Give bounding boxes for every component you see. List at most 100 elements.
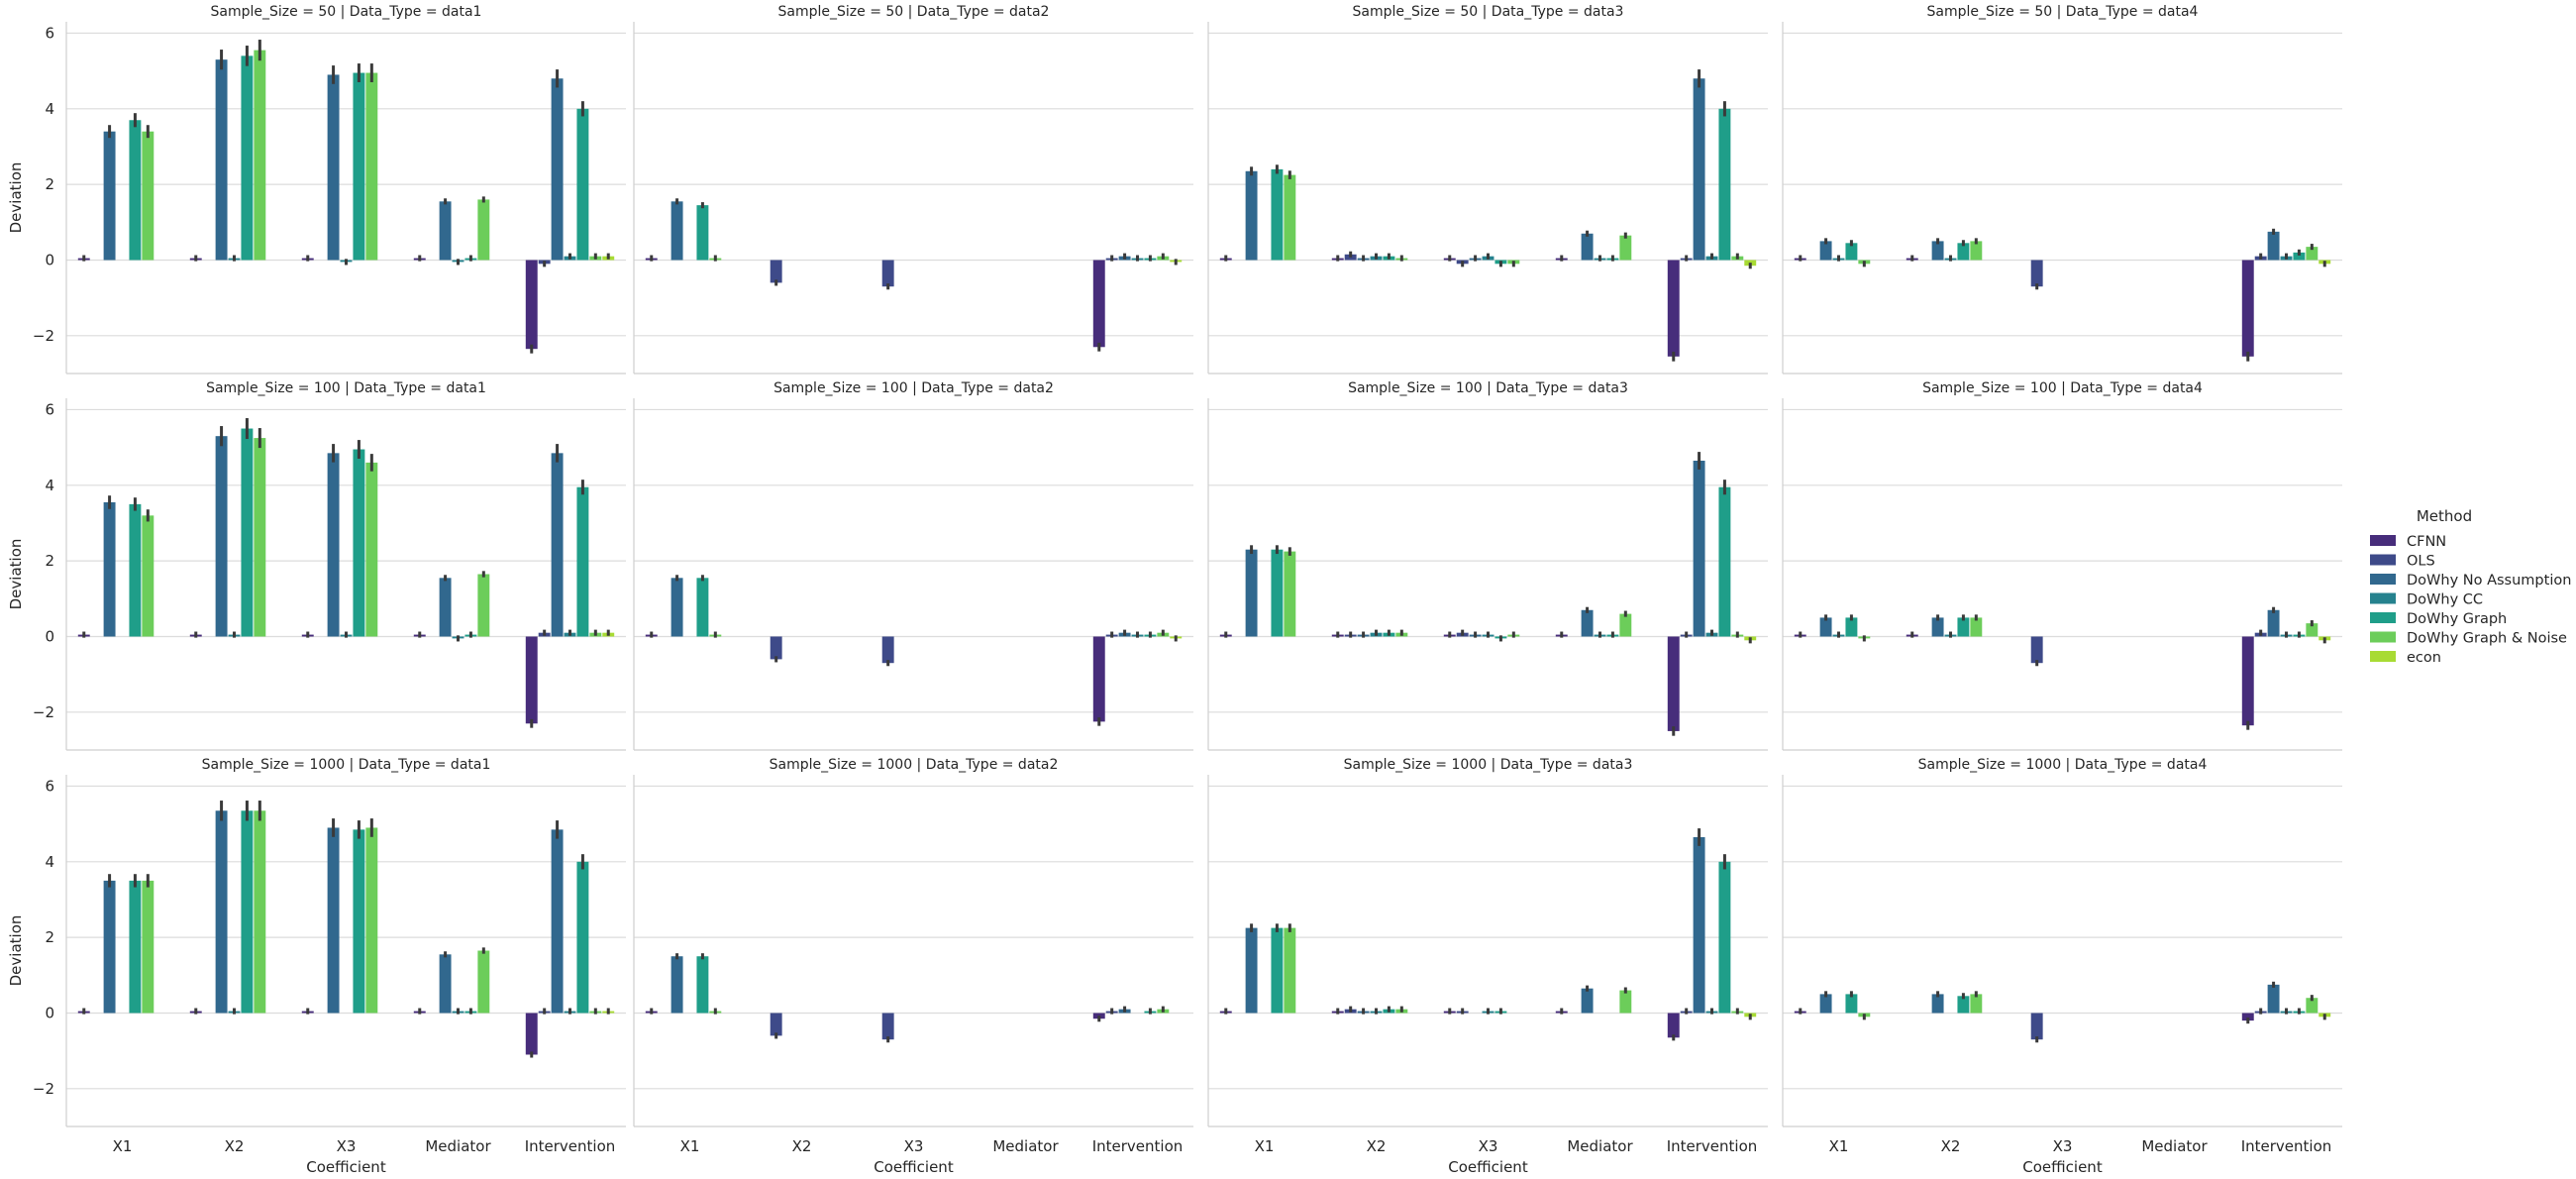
- x-tick-label: X2: [792, 1137, 812, 1155]
- bar-dowhy-no-assumption: [1931, 617, 1944, 637]
- panel-5: Sample_Size = 100 | Data_Type = data1 −2 0…: [7, 380, 626, 751]
- bar-cfnn: [1092, 260, 1105, 348]
- panel-7: Sample_Size = 100 | Data_Type = data3: [1207, 380, 1768, 751]
- bar-dowhy-no-assumption: [670, 201, 683, 261]
- panel-title: Sample_Size = 1000 | Data_Type = data4: [1918, 757, 2208, 773]
- bar-dowhy-graph-noise: [1619, 990, 1632, 1014]
- legend-swatch: [2370, 592, 2396, 604]
- bar-dowhy-no-assumption: [215, 436, 228, 637]
- bar-dowhy-no-assumption: [439, 578, 452, 637]
- bar-dowhy-graph: [1271, 168, 1284, 261]
- x-tick-label: X1: [1829, 1137, 1849, 1155]
- bar-dowhy-no-assumption: [1931, 994, 1944, 1014]
- y-tick-label: 2: [45, 928, 54, 946]
- x-tick-label: X2: [225, 1137, 245, 1155]
- bar-ols: [881, 636, 894, 664]
- bar-dowhy-graph: [129, 120, 142, 261]
- bar-cfnn: [2241, 636, 2254, 726]
- bar-dowhy-no-assumption: [1581, 609, 1594, 637]
- bar-cfnn: [525, 1013, 538, 1055]
- panel-9: Sample_Size = 1000 | Data_Type = data1 −2…: [7, 757, 626, 1176]
- x-axis-label: Coefficient: [1448, 1158, 1528, 1176]
- panel-title: Sample_Size = 50 | Data_Type = data4: [1927, 4, 2199, 20]
- bar-dowhy-no-assumption: [1581, 988, 1594, 1014]
- x-tick-label: Mediator: [425, 1137, 491, 1155]
- bar-dowhy-graph: [241, 428, 254, 637]
- bar-dowhy-graph-noise: [254, 810, 266, 1014]
- bar-ols: [770, 1013, 782, 1036]
- bar-dowhy-graph-noise: [142, 515, 155, 637]
- panel-6: Sample_Size = 100 | Data_Type = data2: [633, 380, 1193, 751]
- bar-dowhy-graph-noise: [2306, 623, 2318, 637]
- bar-dowhy-no-assumption: [670, 578, 683, 637]
- bar-dowhy-graph-noise: [477, 199, 490, 261]
- bar-dowhy-graph-noise: [142, 131, 155, 261]
- panel-title: Sample_Size = 100 | Data_Type = data4: [1922, 380, 2203, 396]
- x-axis-label: Coefficient: [874, 1158, 954, 1176]
- bar-dowhy-no-assumption: [1693, 836, 1705, 1014]
- bar-dowhy-no-assumption: [1245, 170, 1258, 261]
- bar-cfnn: [525, 260, 538, 350]
- y-tick-label: 6: [45, 400, 54, 418]
- bar-dowhy-graph: [241, 55, 254, 261]
- bar-dowhy-graph: [241, 810, 254, 1014]
- panel-10: Sample_Size = 1000 | Data_Type = data2 X1…: [633, 757, 1193, 1176]
- bar-dowhy-graph: [1718, 486, 1731, 637]
- bar-cfnn: [1667, 260, 1680, 357]
- x-axis-label: Coefficient: [306, 1158, 386, 1176]
- bar-ols: [770, 636, 782, 660]
- x-axis-label: Coefficient: [2022, 1158, 2103, 1176]
- bar-dowhy-no-assumption: [1931, 241, 1944, 261]
- bar-dowhy-no-assumption: [215, 810, 228, 1014]
- legend-swatch: [2370, 535, 2396, 546]
- panel-3: Sample_Size = 50 | Data_Type = data3: [1207, 4, 1768, 375]
- bar-cfnn: [2241, 260, 2254, 357]
- bar-cfnn: [1092, 636, 1105, 722]
- panel-4: Sample_Size = 50 | Data_Type = data4: [1782, 4, 2342, 375]
- bar-ols: [2030, 636, 2043, 664]
- y-tick-label: 6: [45, 24, 54, 42]
- bar-dowhy-no-assumption: [103, 880, 116, 1014]
- panel-title: Sample_Size = 1000 | Data_Type = data2: [770, 757, 1059, 773]
- x-tick-label: X3: [337, 1137, 357, 1155]
- bar-dowhy-no-assumption: [1581, 233, 1594, 261]
- panel-8: Sample_Size = 100 | Data_Type = data4: [1782, 380, 2342, 751]
- panel-2: Sample_Size = 50 | Data_Type = data2: [633, 4, 1193, 375]
- legend-title: Method: [2417, 507, 2472, 525]
- panel-title: Sample_Size = 50 | Data_Type = data1: [211, 4, 482, 20]
- legend-swatch: [2370, 651, 2396, 662]
- y-tick-label: 0: [45, 1004, 54, 1021]
- bar-dowhy-graph-noise: [2306, 998, 2318, 1014]
- panel-title: Sample_Size = 50 | Data_Type = data2: [778, 4, 1050, 20]
- y-tick-label: 4: [45, 477, 54, 494]
- bar-ols: [2030, 1013, 2043, 1040]
- bar-dowhy-graph: [696, 205, 709, 261]
- bar-dowhy-graph: [1271, 549, 1284, 637]
- panel-1: Sample_Size = 50 | Data_Type = data1 −2 0 2…: [7, 4, 626, 375]
- bar-dowhy-graph: [353, 829, 365, 1014]
- x-tick-label: Mediator: [1567, 1137, 1633, 1155]
- bar-cfnn: [1667, 1013, 1680, 1038]
- bar-cfnn: [525, 636, 538, 724]
- y-tick-label: −2: [33, 327, 54, 345]
- panel-11: Sample_Size = 1000 | Data_Type = data3 X1…: [1207, 757, 1768, 1176]
- bar-dowhy-no-assumption: [439, 954, 452, 1014]
- bar-dowhy-no-assumption: [551, 453, 564, 637]
- bar-dowhy-no-assumption: [1819, 617, 1832, 637]
- y-tick-label: −2: [33, 1080, 54, 1098]
- legend-label: econ: [2407, 650, 2441, 666]
- bar-dowhy-no-assumption: [215, 59, 228, 261]
- bar-dowhy-graph: [1957, 243, 1970, 261]
- legend-label: DoWhy CC: [2407, 592, 2483, 608]
- bar-dowhy-graph-noise: [365, 827, 378, 1014]
- bar-dowhy-graph-noise: [477, 950, 490, 1014]
- bar-dowhy-no-assumption: [670, 956, 683, 1014]
- panel-title: Sample_Size = 50 | Data_Type = data3: [1353, 4, 1624, 20]
- y-tick-label: 0: [45, 627, 54, 645]
- bar-dowhy-graph-noise: [1284, 927, 1296, 1014]
- bar-dowhy-no-assumption: [1245, 927, 1258, 1014]
- x-tick-label: X3: [1479, 1137, 1498, 1155]
- x-tick-label: Intervention: [1092, 1137, 1184, 1155]
- bar-dowhy-no-assumption: [327, 453, 340, 637]
- bar-ols: [770, 260, 782, 283]
